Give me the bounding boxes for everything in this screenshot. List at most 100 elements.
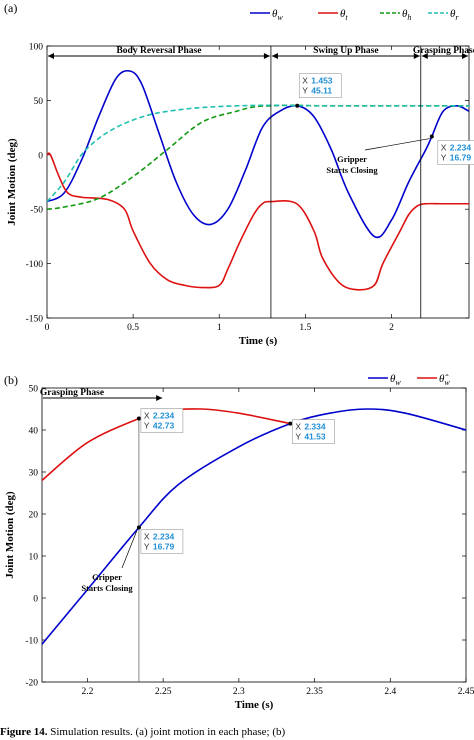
- phase-arrow-head-right: [413, 53, 420, 59]
- datatip-x-label: X: [441, 143, 447, 153]
- phase-arrow-head-right: [263, 53, 270, 59]
- y-tick-label: 50: [29, 385, 39, 395]
- x-tick-label: 2.25: [155, 687, 172, 697]
- x-tick-label: 2.35: [306, 687, 323, 697]
- annotation-line-2: Starts Closing: [81, 583, 133, 593]
- x-tick-label: 0.5: [127, 323, 139, 333]
- legend-label-3: θr: [450, 8, 459, 22]
- datatip-y-label: Y: [295, 432, 301, 442]
- datatip-marker[interactable]: [429, 134, 434, 139]
- series-line-1: [47, 152, 469, 291]
- x-tick-label: 2.4: [384, 687, 396, 697]
- series-line-0: [42, 408, 466, 645]
- plot-frame: [41, 387, 467, 683]
- datatip-frame: [292, 419, 335, 444]
- legend-label-2: θh: [402, 8, 411, 22]
- datatip-y-label: Y: [144, 421, 150, 431]
- x-tick-label: 2.2: [81, 687, 93, 697]
- y-tick-label: 30: [29, 469, 39, 479]
- y-tick-label: 40: [29, 427, 39, 437]
- datatip-y-value: 41.53: [304, 432, 326, 442]
- y-tick-label: 0: [38, 151, 43, 161]
- datatip-marker[interactable]: [136, 525, 141, 530]
- phase-arrow-head-left: [271, 53, 278, 59]
- y-tick-label: 50: [34, 97, 44, 107]
- legend-label-0: θw: [390, 373, 401, 387]
- annotation-leader: [121, 530, 138, 569]
- series-group: [42, 408, 466, 645]
- caption-label: Figure 14.: [0, 726, 50, 738]
- y-axis-label: Joint Motion (deg): [6, 138, 18, 226]
- phase-arrow-head-left: [48, 53, 54, 59]
- x-tick-label: 1: [217, 323, 222, 333]
- series-line-2: [47, 104, 469, 210]
- datatip-x-label: X: [144, 411, 150, 421]
- datatip-x-value: 2.234: [450, 143, 472, 153]
- y-tick-label: 10: [29, 553, 39, 563]
- annotation-leader: [364, 138, 430, 151]
- datatip-frame: [437, 140, 474, 165]
- panel-label: (a): [4, 1, 17, 15]
- datatip-y-value: 45.11: [311, 86, 332, 96]
- phase-arrow-head-right: [462, 53, 468, 59]
- series-group: [47, 69, 469, 291]
- datatip-y-label: Y: [302, 86, 308, 96]
- x-tick-label: 2.45: [458, 687, 474, 697]
- phase-arrow-head-left: [421, 53, 428, 59]
- datatip-y-label: Y: [144, 541, 150, 551]
- x-tick-label: 0: [45, 323, 50, 333]
- y-tick-label: -100: [26, 260, 44, 270]
- panel-label: (b): [4, 373, 18, 387]
- annotation-line-1: Gripper: [337, 154, 367, 164]
- datatip-x-label: X: [302, 76, 308, 86]
- datatip-frame: [140, 408, 184, 433]
- phase-label: Grasping Phase: [413, 46, 474, 56]
- caption-text: Simulation results. (a) joint motion in …: [50, 726, 285, 738]
- datatip-x-value: 1.453: [311, 76, 333, 86]
- datatip-x-value: 2.234: [153, 411, 175, 421]
- phase-label: Body Reversal Phase: [116, 46, 201, 56]
- legend-label-0: θw: [272, 8, 283, 22]
- chart-panel-b: (b) 2.2 2.25 2.3 2.35 2.4 2.45 -20 -10 0 10 20 30 40 5…: [4, 373, 474, 711]
- y-tick-label: -50: [30, 206, 43, 216]
- y-tick-label: -10: [25, 637, 38, 647]
- legend-label-1: θt: [340, 8, 348, 22]
- datatip-y-value: 16.79: [153, 541, 175, 551]
- y-tick-label: 0: [33, 595, 38, 605]
- datatip-x-value: 2.234: [153, 531, 175, 541]
- x-tick-label: 2: [389, 323, 394, 333]
- x-tick-label: 1.5: [299, 323, 311, 333]
- datatip-x-label: X: [144, 531, 150, 541]
- datatip-marker[interactable]: [295, 103, 300, 108]
- phase-label: Grasping Phase: [40, 388, 104, 398]
- annotation-line-1: Gripper: [92, 572, 122, 582]
- datatip-x-label: X: [295, 422, 301, 432]
- chart-panel-a: (a) 0 0.5 1 1.5 2 -150 -100 -50 0 50 100 Time (s) Joi…: [4, 1, 474, 347]
- datatip-marker[interactable]: [288, 421, 293, 426]
- x-tick-label: 2.3: [233, 687, 245, 697]
- datatip-y-value: 42.73: [153, 421, 175, 431]
- phase-label: Swing Up Phase: [313, 46, 378, 56]
- annotation-line-2: Starts Closing: [326, 165, 378, 175]
- phase-arrow-head-right: [156, 395, 163, 401]
- datatip-frame: [140, 529, 184, 554]
- y-axis-label: Joint Motion (deg): [4, 491, 16, 579]
- datatip-marker[interactable]: [136, 416, 141, 421]
- datatip-x-value: 2.334: [304, 422, 326, 432]
- x-axis-label: Time (s): [235, 699, 274, 711]
- figure-caption: Figure 14. Simulation results. (a) joint…: [0, 726, 285, 738]
- plot-frame: [46, 45, 470, 319]
- y-tick-label: -20: [25, 679, 38, 689]
- y-tick-label: -150: [26, 315, 44, 325]
- datatip-y-value: 16.79: [450, 153, 472, 163]
- series-line-3: [47, 104, 469, 203]
- legend-label-1: θ̂w: [439, 373, 450, 387]
- series-line-0: [47, 69, 469, 239]
- datatip-y-label: Y: [441, 153, 447, 163]
